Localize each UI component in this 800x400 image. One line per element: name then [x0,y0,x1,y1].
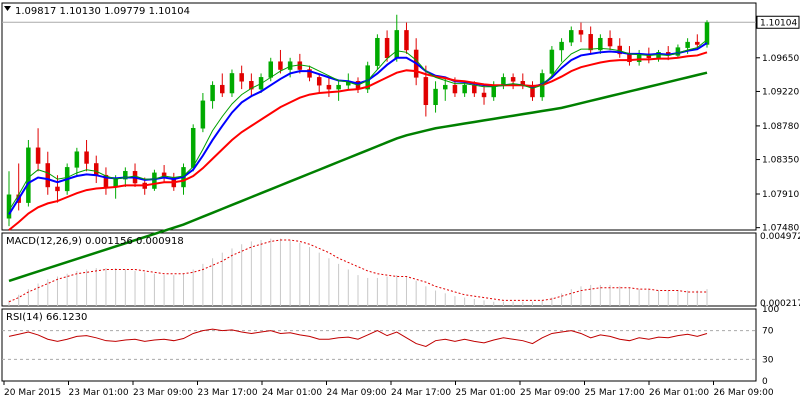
candle-body [394,30,400,59]
candle-body [94,163,99,176]
rsi-axis-label: 70 [762,327,774,337]
time-tick-label: 24 Mar 17:00 [391,388,451,398]
candle-body [249,81,254,90]
time-tick-label: 23 Mar 17:00 [198,388,258,398]
candle-body [510,77,516,82]
macd-axis-label: 0.004972 [760,232,800,242]
candle-body [365,65,370,90]
candle-body [229,73,235,94]
candle-body [607,37,613,47]
price-tick-label: 1.07480 [762,224,799,234]
rsi-axis-label: 30 [762,355,774,365]
moving-average-line [8,51,708,231]
rsi-axis-label: 0 [762,377,768,387]
candle-body [481,92,487,98]
candle-body [239,73,244,82]
candle-body [6,194,12,219]
rsi-label: RSI(14) 66.1230 [6,312,87,323]
price-tick-label: 1.07910 [762,190,799,200]
time-tick-label: 23 Mar 01:00 [69,388,129,398]
candle-body [123,171,128,180]
rsi-axis-label: 100 [762,305,779,315]
candle-body [433,88,438,106]
candle-body [190,127,196,168]
candle-body [45,163,51,188]
time-tick-label: 23 Mar 09:00 [133,388,193,398]
candle-body [287,61,293,70]
candle-body [35,147,41,164]
candle-body [695,41,700,45]
candle-body [598,37,603,51]
current-price-box [756,15,800,29]
candle-body [588,34,593,51]
macd-panel-frame [1,232,757,307]
candle-body [704,22,710,45]
candle-body [443,84,448,90]
candle-body [200,100,206,129]
price-tick-label: 1.09220 [762,87,799,97]
time-tick-label: 24 Mar 09:00 [327,388,387,398]
candle-body [569,30,574,43]
time-tick-label: 26 Mar 09:00 [714,388,774,398]
main-panel-frame [1,2,757,231]
candle-body [472,84,477,94]
candle-body [423,77,429,106]
candle-body [210,84,215,102]
candle-body [559,41,564,51]
time-tick-label: 25 Mar 01:00 [456,388,516,398]
candle-body [675,47,681,56]
candle-body [404,30,409,51]
candle-body [152,172,157,189]
price-tick-label: 1.08350 [762,156,799,166]
main-header: 1.09817 1.10130 1.09779 1.10104 [15,6,190,17]
time-tick-label: 25 Mar 09:00 [520,388,580,398]
time-tick-label: 26 Mar 01:00 [649,388,709,398]
candle-body [384,37,390,59]
candle-body [501,77,506,86]
current-price-label: 1.10104 [760,18,797,28]
rsi-line [8,328,708,347]
candle-body [220,84,225,94]
price-tick-label: 1.09650 [762,54,799,64]
macd-label: MACD(12,26,9) 0.001156 0.000918 [6,236,184,247]
candle-body [26,147,31,203]
rsi-panel-frame [1,308,757,382]
macd-axis-label: 0.000217 [760,299,800,309]
candle-body [578,30,584,35]
price-tick-label: 1.08780 [762,122,799,132]
candle-body [74,151,80,168]
moving-average-line [8,71,708,283]
candle-body [462,84,467,94]
time-tick-label: 24 Mar 01:00 [262,388,322,398]
candle-body [452,84,458,94]
dropdown-triangle-icon [4,6,11,11]
candle-body [297,61,303,70]
candle-body [375,37,380,66]
time-tick-label: 20 Mar 2015 [4,388,61,398]
candle-body [336,84,341,90]
time-tick-label: 25 Mar 17:00 [585,388,645,398]
candle-body [307,69,312,78]
candle-body [685,41,690,48]
candle-body [268,61,273,78]
candle-body [55,186,60,192]
candle-body [316,77,322,86]
candle-body [326,84,332,90]
moving-average-line [8,42,708,215]
candle-body [549,49,555,74]
candle-body [84,151,89,164]
moving-average-line [8,39,708,211]
candle-body [278,61,283,70]
